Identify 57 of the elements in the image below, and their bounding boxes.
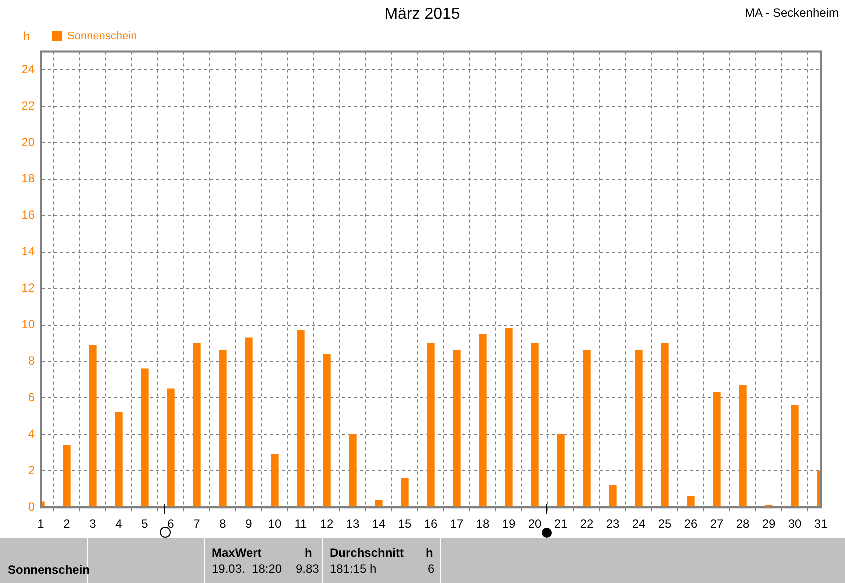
x-tick-label: 11 [294, 517, 308, 532]
x-tick-label: 2 [64, 517, 71, 532]
x-tick-label: 1 [38, 517, 45, 532]
x-tick-label: 12 [320, 517, 334, 532]
text: 181:15 h [330, 562, 377, 576]
x-tick-label: 6 [168, 517, 175, 532]
text: MaxWert [212, 546, 262, 560]
y-tick-label: 12 [22, 281, 36, 296]
x-tick-label: 17 [450, 517, 464, 532]
x-tick-label: 30 [788, 517, 802, 532]
x-tick-label: 7 [194, 517, 201, 532]
y-tick-label: 20 [22, 135, 36, 150]
x-tick-label: 26 [684, 517, 698, 532]
y-axis-title: h [24, 29, 30, 44]
x-tick-label: 25 [658, 517, 672, 532]
y-tick-label: 6 [28, 390, 36, 405]
x-tick-label: 10 [268, 517, 282, 532]
x-tick-label: 28 [736, 517, 750, 532]
y-tick-label: 2 [28, 463, 36, 478]
y-tick-label: 22 [22, 98, 36, 113]
x-tick-label: 18 [476, 517, 490, 532]
y-tick-label: 14 [22, 244, 36, 259]
chart-subtitle: MA - Seckenheim [744, 6, 839, 20]
text: Sonnenschein [8, 563, 90, 577]
x-tick-label: 5 [142, 517, 149, 532]
x-tick-label: 9 [246, 517, 253, 532]
text: 19.03. 18:20 [212, 562, 282, 576]
x-tick-label: 16 [424, 517, 438, 532]
x-tick-label: 24 [632, 517, 646, 532]
text: h [305, 546, 312, 560]
x-tick-label: 14 [372, 517, 386, 532]
y-tick-label: 18 [22, 172, 36, 186]
y-tick-label: 10 [22, 318, 36, 332]
x-tick-label: 31 [814, 517, 828, 532]
x-tick-label: 21 [554, 517, 568, 532]
x-tick-label: 29 [762, 517, 776, 532]
x-tick-label: 13 [346, 517, 360, 532]
x-tick-label: 27 [710, 517, 724, 532]
x-tick-label: 20 [528, 517, 542, 532]
x-tick-label: 23 [606, 517, 620, 532]
y-tick-label: 8 [28, 354, 36, 368]
x-tick-label: 19 [502, 517, 516, 532]
y-tick-label: 4 [28, 426, 36, 441]
x-tick-label: 3 [90, 517, 97, 532]
chart-title: März 2015 [384, 6, 460, 23]
x-tick-label: 22 [580, 517, 594, 532]
x-tick-label: 4 [116, 517, 123, 532]
legend-label: Sonnenschein [68, 30, 138, 42]
y-tick-label: 24 [22, 62, 36, 76]
x-tick-label: 8 [220, 517, 227, 532]
text: 9.83 [296, 562, 320, 576]
y-tick-label: 0 [28, 500, 36, 514]
text: 6 [428, 562, 435, 576]
x-tick-label: 15 [398, 517, 412, 532]
text: Durchschnitt [330, 546, 404, 560]
text: h [426, 546, 434, 560]
y-tick-label: 16 [22, 208, 36, 222]
